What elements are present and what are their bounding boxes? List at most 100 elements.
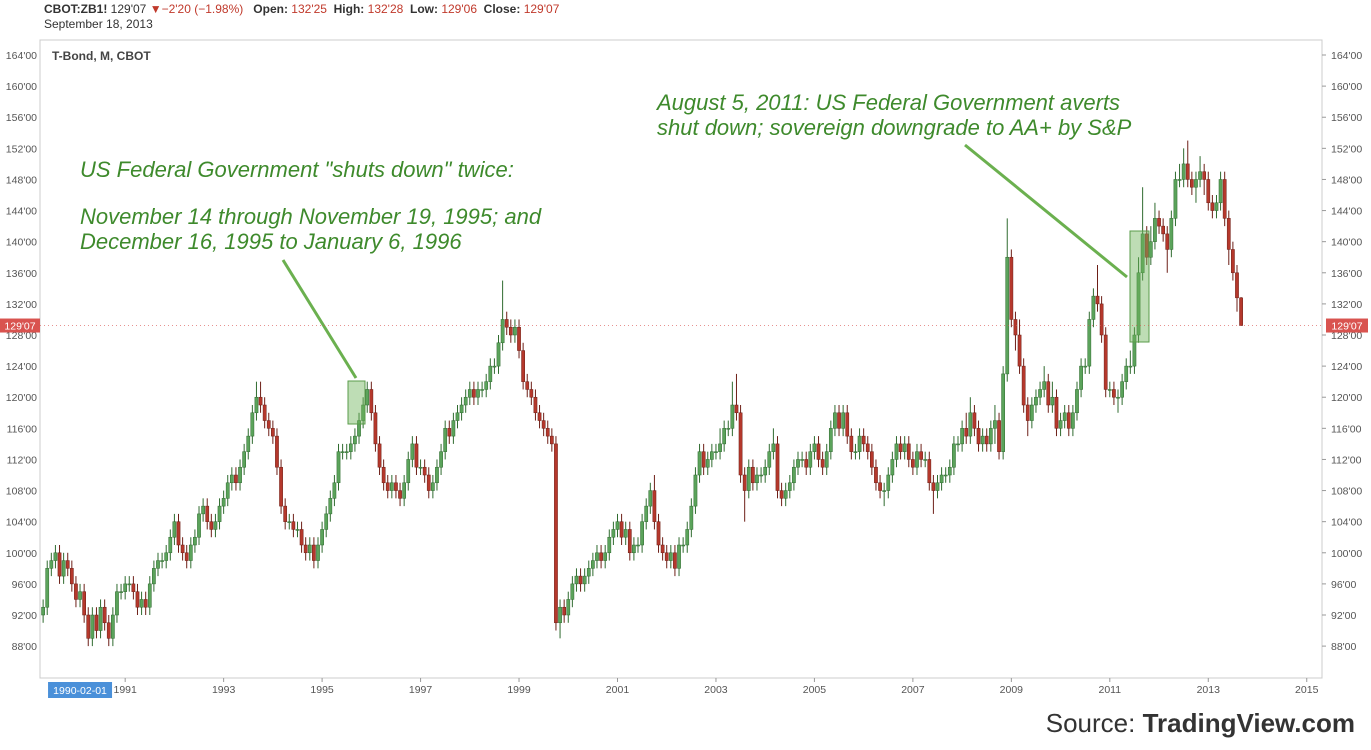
candle-body	[1038, 389, 1042, 398]
candle-body	[812, 443, 817, 452]
price-tag	[1326, 318, 1368, 333]
candle-body	[65, 560, 70, 569]
candle-body	[640, 521, 644, 546]
candle-body	[931, 482, 936, 491]
candle-body	[172, 521, 177, 538]
candle-body	[283, 505, 288, 522]
candle-body	[160, 560, 164, 562]
candle-body	[340, 451, 345, 453]
candle-body	[135, 591, 140, 608]
candle-body	[1087, 319, 1092, 367]
highlight-box	[1129, 230, 1150, 343]
x-tick-label: 1991	[113, 684, 137, 696]
candle-body	[1202, 171, 1207, 180]
candle-body	[1066, 412, 1071, 429]
candle-body	[381, 466, 386, 484]
candle-body	[697, 451, 702, 476]
y-tick-label: 92'00	[1331, 610, 1357, 622]
candle-body	[1231, 249, 1235, 274]
candle-body	[410, 443, 415, 460]
candle-body	[1206, 179, 1211, 204]
candle-body	[402, 482, 407, 499]
y-tick-label: 96'00	[1331, 579, 1357, 591]
y-tick-label: 144'00	[6, 206, 37, 218]
candle-body	[796, 459, 800, 468]
last: 129'07	[110, 2, 147, 16]
candle-body	[1181, 163, 1186, 180]
candle-body	[578, 575, 583, 585]
candle-body	[205, 505, 210, 522]
candle-body	[1239, 297, 1243, 326]
candle-body	[656, 521, 661, 546]
candle-body	[537, 412, 542, 421]
candle-body	[123, 583, 128, 592]
candle-body	[554, 443, 558, 624]
candle-body	[742, 474, 747, 491]
candle-body	[266, 420, 271, 429]
candle-body	[168, 536, 173, 554]
candle-body	[353, 435, 357, 445]
x-tick-label: 2001	[606, 684, 630, 696]
price-tag-label: 129'07	[1331, 321, 1362, 333]
candle-body	[808, 451, 813, 468]
x-tick-label: 2005	[803, 684, 827, 696]
down-arrow: ▼	[149, 2, 162, 16]
candle-body	[870, 451, 874, 468]
candle-body	[488, 365, 493, 382]
candle-body	[398, 490, 402, 499]
x-tick-label: 2011	[1099, 684, 1122, 696]
candle-body	[857, 435, 862, 452]
y-tick-label: 148'00	[1331, 174, 1362, 186]
y-tick-label: 112'00	[1331, 454, 1362, 466]
candle-body	[828, 428, 833, 452]
candle-body	[619, 521, 624, 538]
y-tick-label: 120'00	[1331, 392, 1362, 404]
y-tick-label: 116'00	[7, 423, 38, 435]
candle-body	[1021, 365, 1026, 406]
candle-body	[336, 451, 341, 484]
candle-body	[779, 490, 784, 499]
candle-body	[119, 591, 123, 593]
quote-line: CBOT:ZB1! 129'07 ▼−2'20 (−1.98%) Open: 1…	[44, 2, 559, 17]
candle-body	[299, 529, 304, 546]
candle-body	[894, 443, 899, 460]
y-tick-label: 88'00	[1331, 641, 1357, 653]
candle-body	[927, 459, 932, 484]
candle-body	[369, 389, 374, 414]
candle-body	[484, 381, 489, 390]
candle-body	[320, 529, 324, 546]
candle-body	[845, 412, 850, 437]
candle-body	[824, 451, 829, 468]
candle-body	[804, 459, 809, 468]
candle-body	[1112, 389, 1116, 398]
candle-body	[467, 389, 472, 398]
candle-body	[513, 326, 517, 336]
candle-body	[365, 389, 370, 406]
candle-body	[923, 459, 928, 461]
candle-body	[234, 474, 238, 484]
candle-body	[1198, 171, 1202, 180]
candle-body	[1042, 381, 1047, 390]
x-tick-label: 2007	[901, 684, 925, 696]
candle-body	[1124, 365, 1129, 382]
candle-body	[1107, 389, 1112, 391]
candle-body	[127, 583, 132, 586]
y-tick-label: 132'00	[6, 299, 37, 311]
candle-body	[459, 404, 464, 414]
candle-body	[902, 443, 907, 452]
candle-body	[1157, 218, 1161, 227]
candle-body	[664, 552, 669, 561]
candle-body	[541, 420, 546, 429]
candle-body	[1136, 272, 1141, 336]
candle-body	[1128, 365, 1133, 368]
candle-body	[1013, 319, 1018, 336]
candle-body	[1235, 272, 1239, 299]
candle-body	[874, 466, 878, 484]
y-tick-label: 152'00	[6, 143, 37, 155]
candle-body	[500, 319, 505, 344]
candle-body	[775, 443, 780, 491]
source: Source: TradingView.com	[1046, 708, 1355, 738]
candle-body	[316, 544, 320, 561]
x-tick-label: 2013	[1197, 684, 1221, 696]
candle-body	[1075, 389, 1079, 414]
